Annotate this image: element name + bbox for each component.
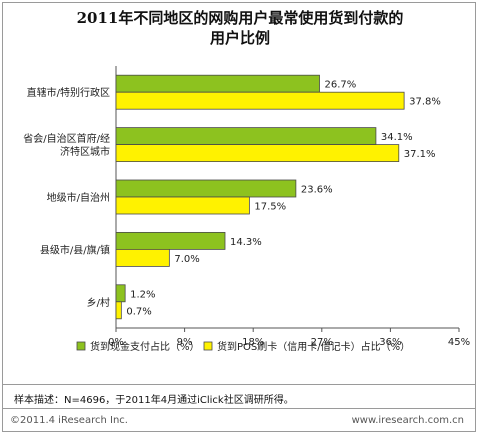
x-tick-label: 0% (108, 337, 124, 348)
x-tick-label: 18% (242, 337, 264, 348)
bar-cash (115, 127, 377, 145)
category-label: 乡/村 (87, 296, 110, 309)
bar-cash (115, 74, 320, 93)
bar-pos (115, 196, 250, 215)
bar-cash (115, 231, 226, 250)
data-label: 23.6% (301, 185, 333, 196)
data-label: 14.3% (230, 237, 262, 248)
data-label: 7.0% (174, 254, 199, 265)
website-text: www.iresearch.com.cn (351, 415, 464, 426)
bar-pos (115, 91, 405, 110)
bar-pos (115, 248, 170, 267)
data-label: 37.1% (404, 149, 436, 160)
legend-label-cash: 货到现金支付占比（%） (90, 340, 200, 353)
data-label: 1.2% (130, 289, 155, 300)
x-tick-label: 36% (379, 337, 401, 348)
legend-label-pos: 货到POS刷卡（信用卡/借记卡）占比（%） (217, 340, 410, 353)
x-tick-label: 27% (311, 337, 333, 348)
x-tick-label: 9% (177, 337, 193, 348)
footer-divider-bottom (2, 408, 476, 409)
x-tick-label: 45% (448, 337, 470, 348)
legend-swatch-cash (76, 341, 86, 351)
title-line-2: 用户比例 (209, 29, 270, 47)
data-label: 26.7% (325, 80, 357, 91)
sample-note: 样本描述：N=4696，于2011年4月通过iClick社区调研所得。 (14, 395, 294, 406)
chart-frame (2, 2, 476, 432)
bar-pos (115, 144, 400, 163)
bar-pos (115, 301, 122, 320)
copyright-text: ©2011.4 iResearch Inc. (10, 415, 128, 426)
chart-title: 2011年不同地区的网购用户最常使用货到付款的 用户比例 (0, 8, 480, 48)
data-label: 17.5% (254, 202, 286, 213)
category-label: 省会/自治区首府/经济特区城市 (23, 132, 110, 158)
category-label: 直辖市/特别行政区 (27, 86, 110, 99)
data-label: 0.7% (126, 306, 151, 317)
footer-divider-top (2, 384, 476, 385)
title-line-1: 2011年不同地区的网购用户最常使用货到付款的 (76, 9, 404, 27)
data-label: 37.8% (409, 97, 441, 108)
data-label: 34.1% (381, 132, 413, 143)
bar-cash (115, 179, 297, 198)
bar-cash (115, 284, 126, 303)
category-label: 地级市/自治州 (47, 191, 110, 204)
category-label: 县级市/县/旗/镇 (40, 243, 110, 256)
legend-swatch-pos (203, 341, 213, 351)
